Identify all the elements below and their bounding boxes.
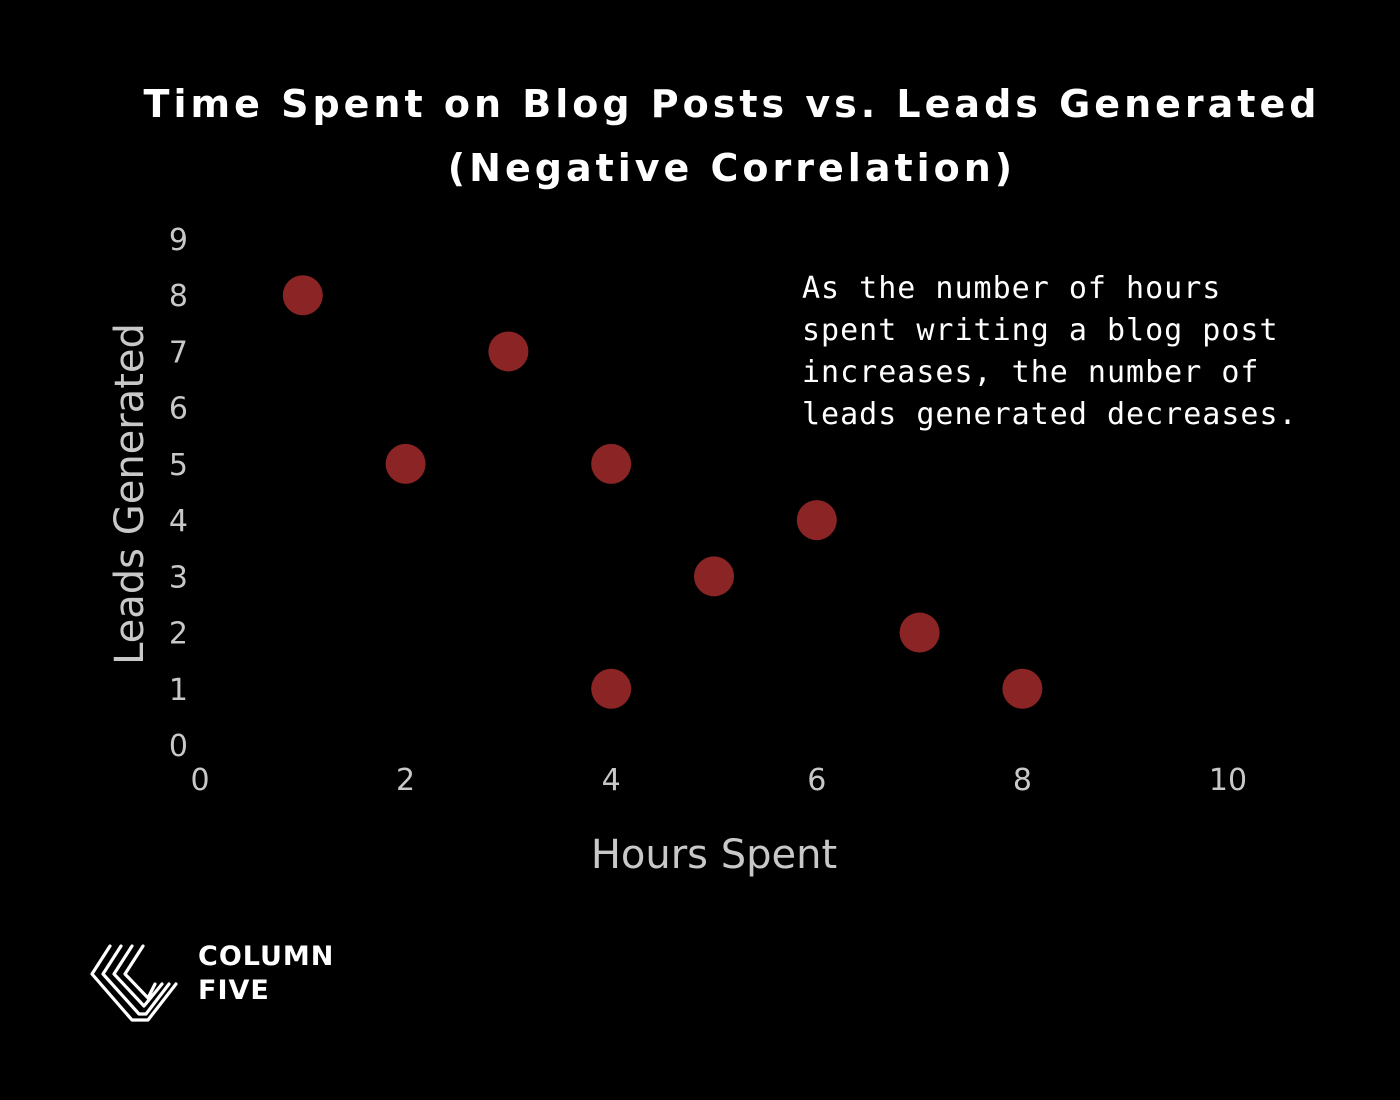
annotation-line-3: increases, the number of xyxy=(802,355,1260,390)
chart-title-line-2: (Negative Correlation) xyxy=(447,146,1017,190)
brand-name: COLUMN FIVE xyxy=(198,940,334,1008)
data-point xyxy=(282,275,323,316)
x-tick-label: 10 xyxy=(1209,763,1247,798)
y-axis-title: Leads Generated xyxy=(107,323,153,665)
y-axis-ticks: 0 1 2 3 4 5 6 7 8 9 xyxy=(169,223,188,764)
x-tick-label: 8 xyxy=(1013,763,1032,798)
chart-annotation: As the number of hours spent writing a b… xyxy=(802,268,1362,436)
x-tick-label: 6 xyxy=(807,763,826,798)
y-tick-label: 6 xyxy=(169,392,188,427)
brand-name-line-1: COLUMN xyxy=(198,941,335,972)
data-point xyxy=(591,668,632,709)
chart-title-line-1: Time Spent on Blog Posts vs. Leads Gener… xyxy=(143,82,1321,126)
chart-title: Time Spent on Blog Posts vs. Leads Gener… xyxy=(0,72,1400,200)
annotation-line-2: spent writing a blog post xyxy=(802,313,1279,348)
y-tick-label: 0 xyxy=(169,729,188,764)
y-tick-label: 1 xyxy=(169,673,188,708)
x-tick-label: 0 xyxy=(190,763,209,798)
annotation-line-1: As the number of hours xyxy=(802,271,1222,306)
y-tick-label: 9 xyxy=(169,223,188,258)
x-axis-ticks: 0 2 4 6 8 10 xyxy=(190,763,1247,798)
brand-name-line-2: FIVE xyxy=(198,975,270,1006)
data-point xyxy=(488,331,529,372)
brand-logo: COLUMN FIVE xyxy=(88,940,348,1030)
y-tick-label: 3 xyxy=(169,560,188,595)
data-point xyxy=(694,556,734,597)
data-point xyxy=(899,612,940,653)
data-point xyxy=(385,443,426,484)
y-tick-label: 7 xyxy=(169,335,188,370)
annotation-line-4: leads generated decreases. xyxy=(802,397,1298,432)
x-tick-label: 2 xyxy=(396,763,415,798)
x-tick-label: 4 xyxy=(602,763,621,798)
data-point xyxy=(591,443,632,484)
data-point xyxy=(1002,668,1043,709)
x-axis-title: Hours Spent xyxy=(591,832,837,878)
y-tick-label: 4 xyxy=(169,504,188,539)
y-tick-label: 8 xyxy=(169,279,188,314)
data-points xyxy=(282,275,1043,709)
column-five-logo-icon xyxy=(90,944,178,1022)
y-tick-label: 2 xyxy=(169,617,188,652)
data-point xyxy=(796,500,837,541)
y-tick-label: 5 xyxy=(169,448,188,483)
